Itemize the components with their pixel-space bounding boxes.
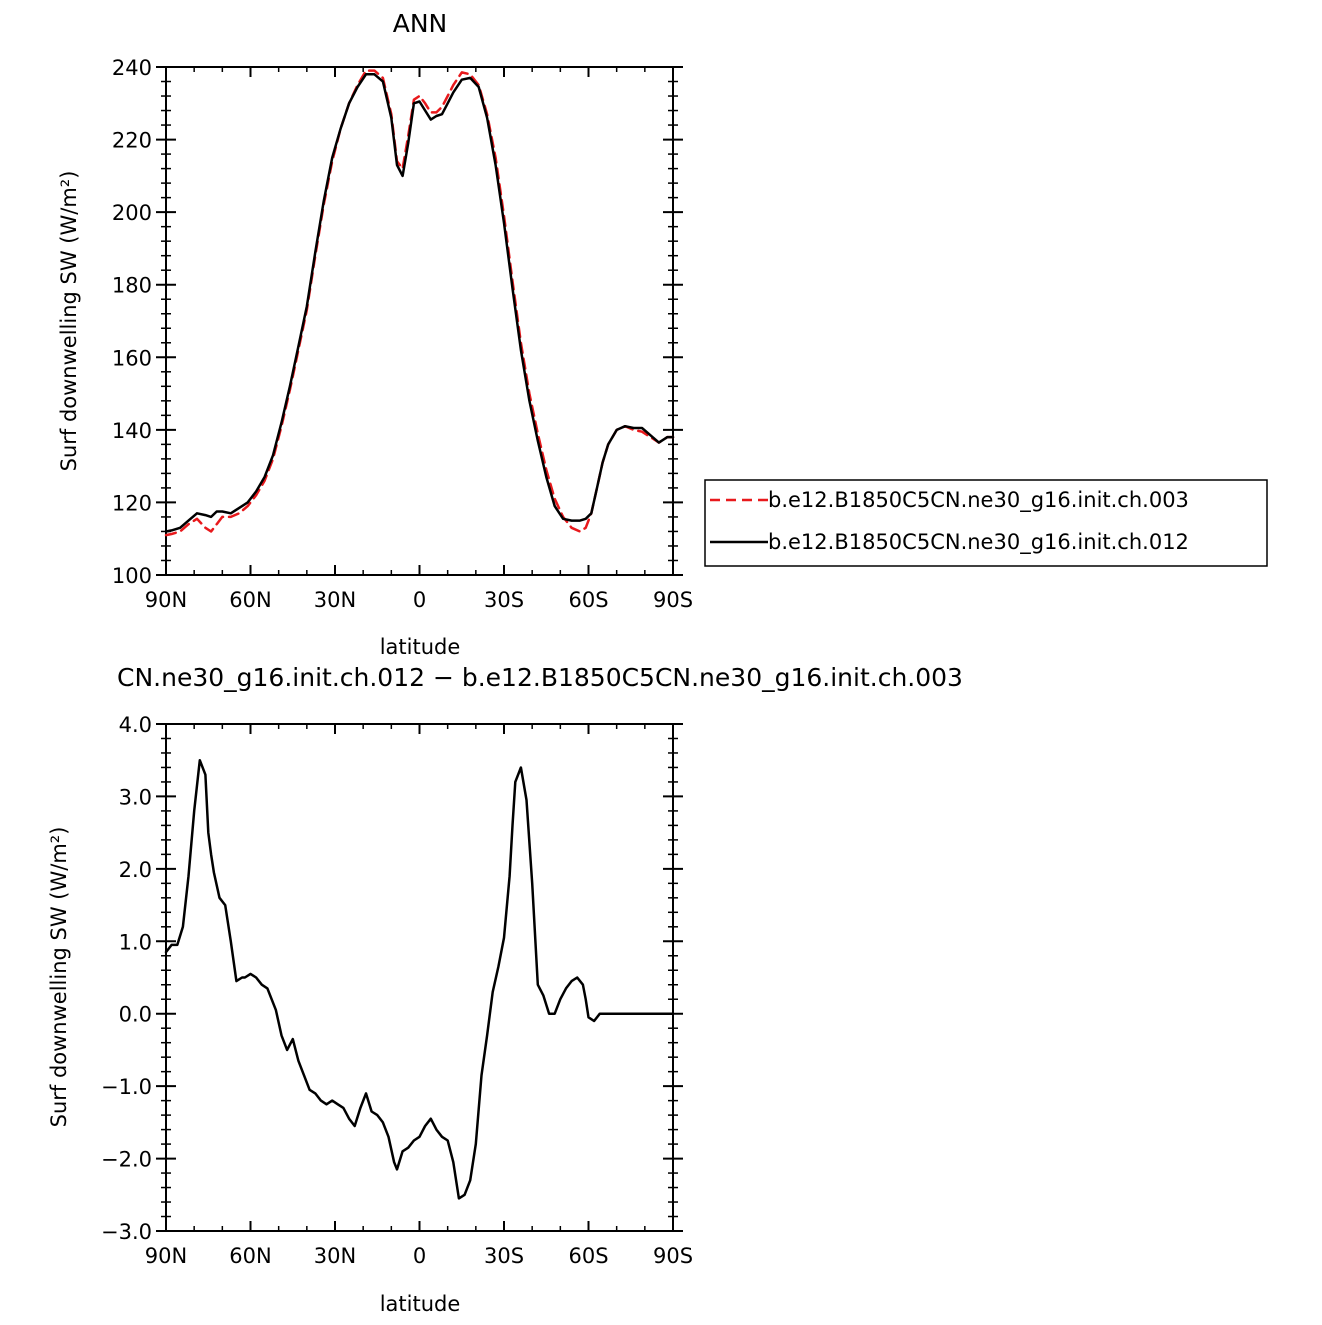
series-line-0 [164,758,675,1200]
y-tick-label: 240 [112,56,152,80]
series-line-0 [164,69,675,537]
y-tick-label: 0.0 [119,1003,152,1027]
y-tick-label: 4.0 [119,713,152,737]
top-panel: ANN 90N 60N 30N 0 30S 60S 90S 100 120 140 160 180 20… [57,9,1268,659]
top-plot-frame [165,66,674,576]
y-tick-label: −2.0 [101,1148,152,1172]
y-tick-label: −1.0 [101,1075,152,1099]
top-tick-labels: 90N 60N 30N 0 30S 60S 90S 100 120 140 160 180 200 220… [112,56,693,612]
bottom-ticks [156,723,683,1232]
x-tick-label: 90N [145,588,187,612]
x-tick-label: 60S [568,1244,608,1268]
series-line-1 [164,73,675,533]
x-tick-label: 90S [653,1244,693,1268]
y-tick-label: 3.0 [119,785,152,809]
y-tick-label: 160 [112,346,152,370]
x-tick-label: 30S [484,588,524,612]
x-tick-label: 60S [568,588,608,612]
y-tick-label: 1.0 [119,930,152,954]
legend-entry-0: b.e12.B1850C5CN.ne30_g16.init.ch.003 [768,488,1189,513]
top-ticks [156,66,683,576]
bottom-panel: CN.ne30_g16.init.ch.012 − b.e12.B1850C5C… [47,663,963,1316]
x-tick-label: 30S [484,1244,524,1268]
x-tick-label: 90N [145,1244,187,1268]
x-tick-label: 90S [653,588,693,612]
top-y-axis-title: Surf downwelling SW (W/m²) [57,171,81,472]
x-tick-label: 30N [314,588,356,612]
legend-box [704,479,1268,567]
y-tick-label: 2.0 [119,858,152,882]
y-tick-label: −3.0 [101,1220,152,1244]
top-x-axis-title: latitude [380,635,461,659]
legend-entry-1: b.e12.B1850C5CN.ne30_g16.init.ch.012 [768,530,1189,555]
x-tick-label: 30N [314,1244,356,1268]
y-tick-label: 200 [112,201,152,225]
top-panel-title: ANN [393,9,448,38]
bottom-tick-labels: 90N 60N 30N 0 30S 60S 90S −3.0 −2.0 −1.0 0.0 1.0 2.0… [101,713,693,1268]
x-tick-label: 0 [413,1244,426,1268]
bottom-y-axis-title: Surf downwelling SW (W/m²) [47,827,71,1128]
y-tick-label: 140 [112,419,152,443]
y-tick-label: 180 [112,274,152,298]
y-tick-label: 100 [112,564,152,588]
legend: b.e12.B1850C5CN.ne30_g16.init.ch.003 b.e… [704,479,1268,567]
x-tick-label: 60N [229,1244,271,1268]
bottom-x-axis-title: latitude [380,1292,461,1316]
y-tick-label: 120 [112,491,152,515]
y-tick-label: 220 [112,129,152,153]
x-tick-label: 0 [413,588,426,612]
x-tick-label: 60N [229,588,271,612]
bottom-lines [164,758,675,1200]
top-lines [164,69,675,537]
bottom-panel-title: CN.ne30_g16.init.ch.012 − b.e12.B1850C5C… [117,663,963,692]
